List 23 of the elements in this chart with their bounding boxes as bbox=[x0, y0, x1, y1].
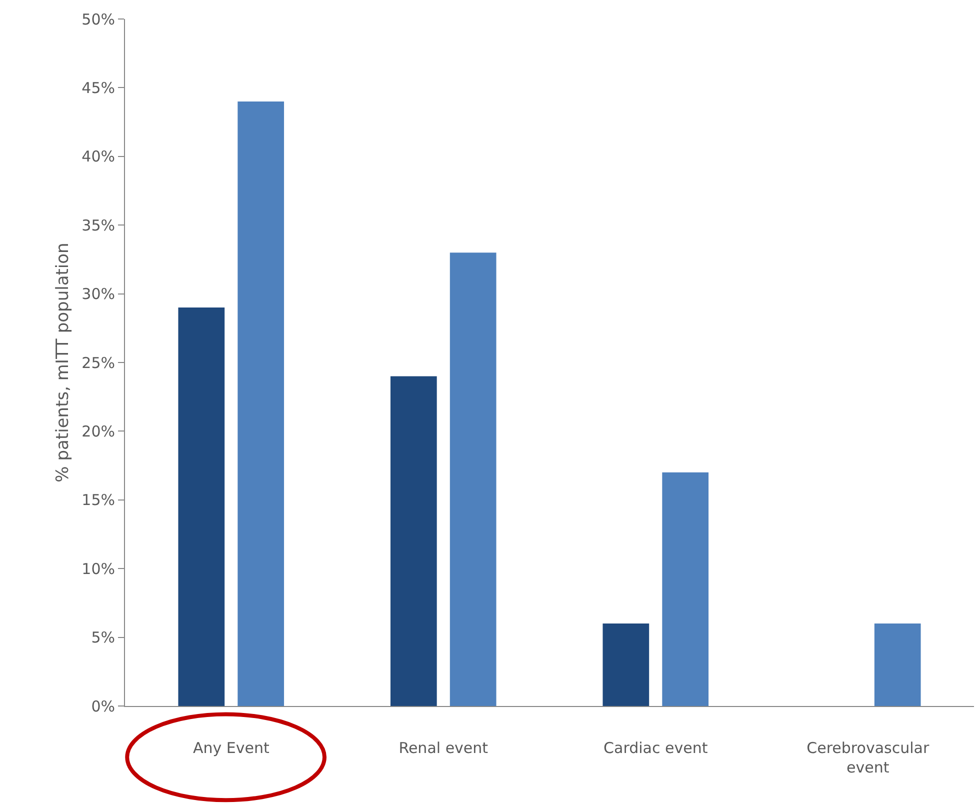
bar bbox=[390, 376, 437, 706]
y-axis-title: % patients, mITT population bbox=[53, 242, 74, 482]
x-tick-label: Cerebrovascular event bbox=[806, 739, 930, 776]
y-tick-label: 15% bbox=[82, 491, 115, 510]
y-tick-label: 45% bbox=[82, 78, 115, 97]
y-tick-label: 10% bbox=[82, 560, 115, 578]
y-tick-label: 50% bbox=[82, 10, 115, 28]
x-tick-label: Cardiac event bbox=[604, 739, 708, 757]
y-tick-label: 40% bbox=[82, 148, 115, 166]
y-tick-label: 0% bbox=[91, 697, 115, 716]
bar bbox=[874, 624, 921, 706]
bar bbox=[602, 624, 650, 706]
y-tick-label: 20% bbox=[82, 422, 115, 440]
y-tick-label: 35% bbox=[82, 216, 115, 234]
bar bbox=[238, 101, 284, 706]
bar bbox=[662, 472, 709, 706]
x-tick-label: Any Event bbox=[192, 739, 270, 757]
y-tick-label: 30% bbox=[82, 285, 115, 304]
y-tick-label: 25% bbox=[82, 354, 115, 372]
y-tick-label: 5% bbox=[91, 628, 115, 647]
x-tick-label: Renal event bbox=[398, 739, 488, 757]
bar bbox=[450, 252, 496, 706]
bar bbox=[178, 308, 225, 706]
